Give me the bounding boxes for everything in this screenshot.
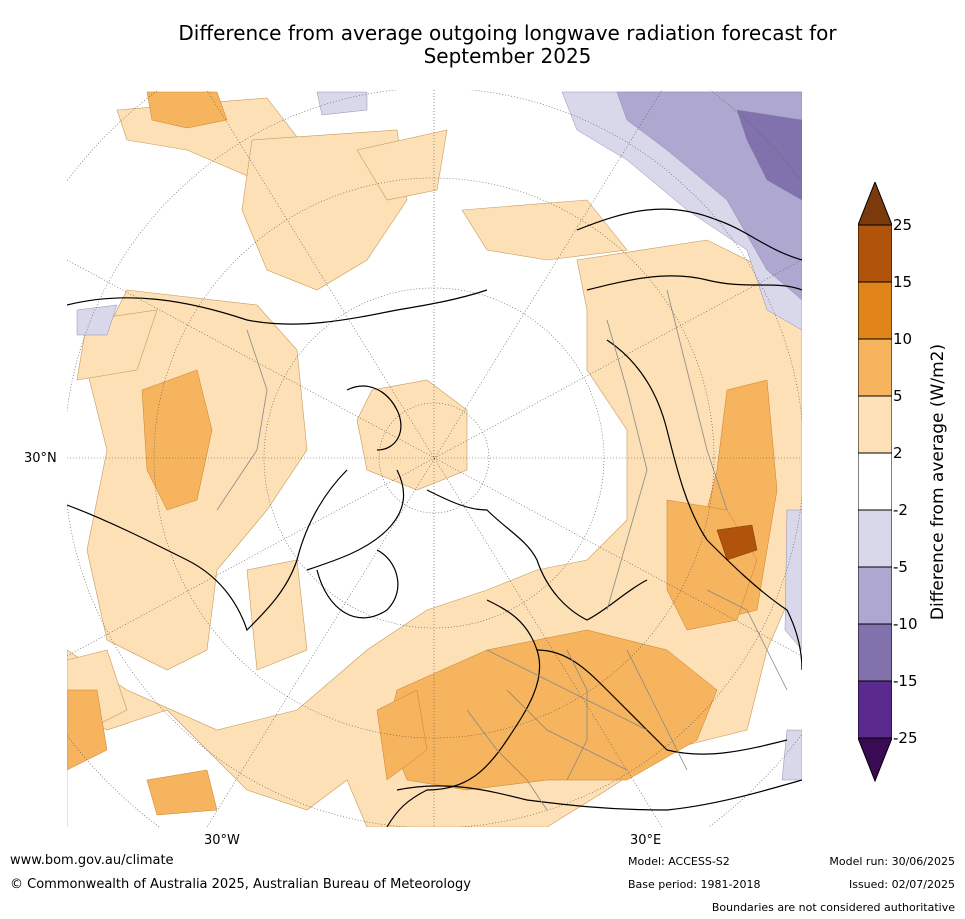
colorbar-band-2-5 <box>858 395 892 454</box>
footer-model-run: Model run: 30/06/2025 <box>829 855 955 868</box>
colorbar-tick: -5 <box>893 558 908 576</box>
colorbar-bottom-arrow <box>858 737 892 782</box>
lat-label-30n: 30°N <box>24 451 57 466</box>
coastlines <box>67 208 802 827</box>
colorbar <box>858 182 892 782</box>
footer-issued: Issued: 02/07/2025 <box>848 878 955 891</box>
anomaly-5-10-regions <box>67 91 778 816</box>
lon-label-30w: 30°W <box>204 833 240 848</box>
title-line-2: September 2025 <box>423 44 592 68</box>
polar-map <box>67 90 802 827</box>
anomaly-10-25-regions <box>716 524 758 561</box>
colorbar-band-5-10 <box>858 338 892 397</box>
graticule <box>67 90 802 827</box>
colorbar-band-minus5-minus10 <box>858 566 892 625</box>
colorbar-band-minus15-minus25 <box>858 680 892 739</box>
title-line-1: Difference from average outgoing longwav… <box>178 21 837 45</box>
colorbar-tick: -25 <box>893 729 918 747</box>
colorbar-band-neutral <box>858 452 892 511</box>
colorbar-svg <box>858 182 892 782</box>
colorbar-tick: -10 <box>893 615 918 633</box>
lon-label-30e: 30°E <box>630 833 662 848</box>
footer-copyright: © Commonwealth of Australia 2025, Austra… <box>10 877 471 892</box>
colorbar-tick: -2 <box>893 501 908 519</box>
colorbar-top-arrow <box>858 182 892 226</box>
colorbar-tick: 2 <box>893 444 903 462</box>
colorbar-band-15-25 <box>858 224 892 283</box>
footer-base-period: Base period: 1981-2018 <box>628 878 761 891</box>
country-borders <box>216 289 788 811</box>
colorbar-tick: 10 <box>893 330 913 348</box>
footer-model: Model: ACCESS-S2 <box>628 855 730 868</box>
colorbar-tick: 25 <box>893 216 913 234</box>
colorbar-tick: -15 <box>893 672 918 690</box>
chart-title: Difference from average outgoing longwav… <box>60 22 955 68</box>
footer-disclaimer: Boundaries are not considered authoritat… <box>711 901 955 914</box>
colorbar-band-minus10-minus15 <box>858 623 892 682</box>
colorbar-band-minus2-minus5 <box>858 509 892 568</box>
footer-url[interactable]: www.bom.gov.au/climate <box>10 853 174 868</box>
colorbar-label: Difference from average (W/m2) <box>928 343 948 621</box>
map-svg <box>67 90 802 827</box>
anomaly-negative-regions <box>76 91 802 781</box>
colorbar-tick: 15 <box>893 273 913 291</box>
colorbar-band-10-15 <box>858 281 892 340</box>
colorbar-tick: 5 <box>893 387 903 405</box>
